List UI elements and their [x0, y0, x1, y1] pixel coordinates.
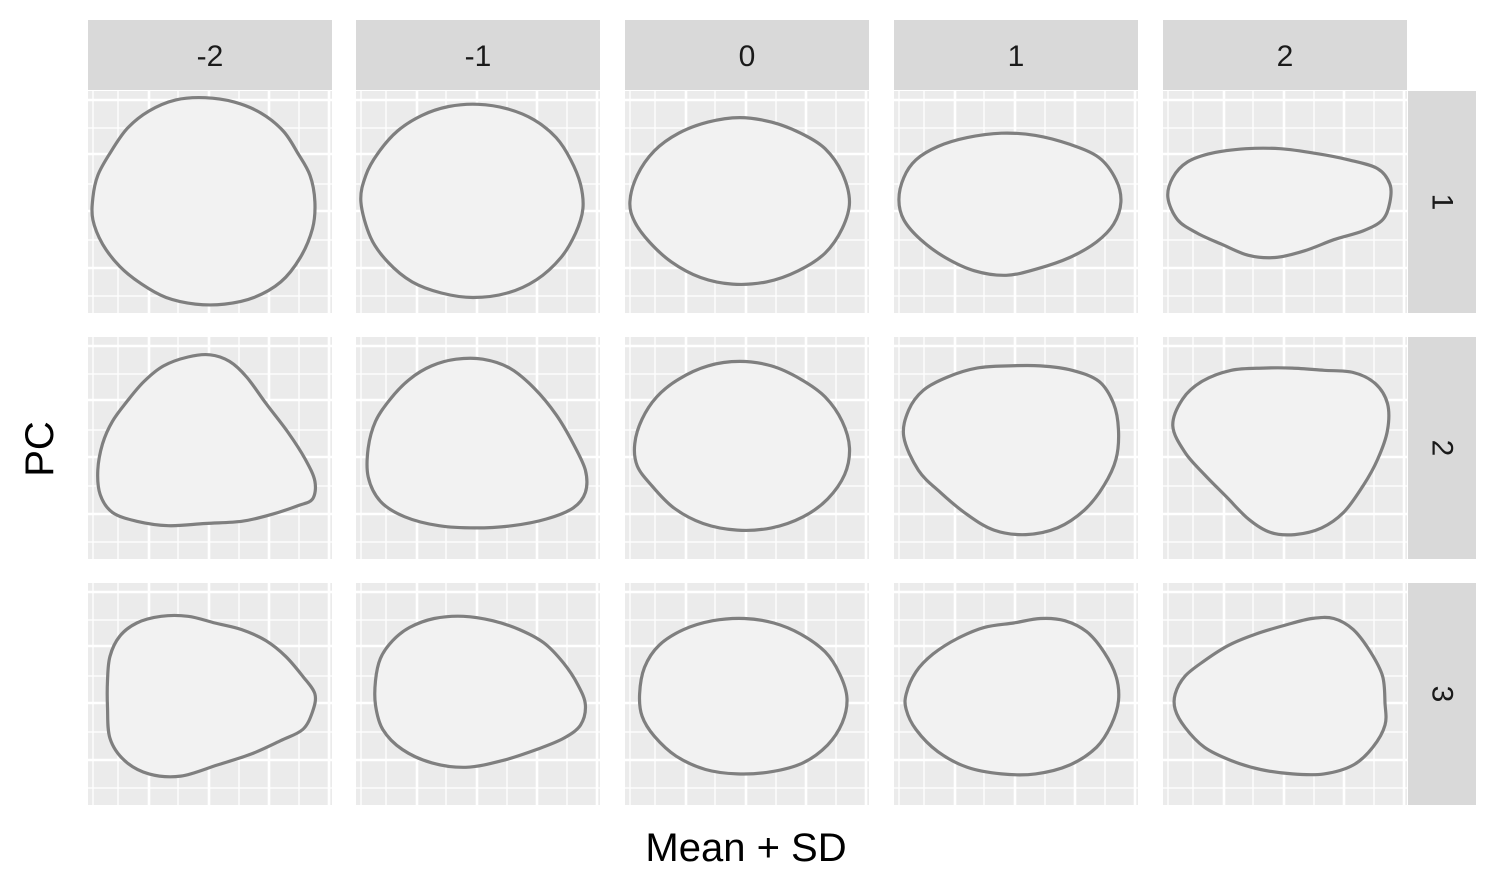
shape-outline: [96, 352, 318, 528]
col-strip-bg: [1163, 20, 1407, 90]
shape-outline: [903, 616, 1121, 777]
panel-pc2-sd2: [1163, 337, 1407, 559]
col-strip-label: -1: [465, 40, 492, 73]
row-strip-bg: [1408, 91, 1476, 313]
col-strip-bg: [88, 20, 332, 90]
row-strip-bg: [1408, 337, 1476, 559]
col-strip-bg: [356, 20, 600, 90]
panel-pc3-sd1: [894, 583, 1138, 805]
col-strip-label: 2: [1277, 40, 1294, 73]
row-strip-label: 2: [1426, 440, 1459, 457]
y-axis-title: PC: [18, 421, 62, 477]
panel-pc1-sd-2: [88, 91, 332, 313]
col-strip-label: 1: [1008, 40, 1025, 73]
panel-pc2-sd0: [625, 337, 869, 559]
x-axis-title: Mean + SD: [645, 826, 846, 870]
panel-pc3-sd-1: [356, 583, 600, 805]
shape-outline: [1166, 146, 1393, 260]
shape-outline: [901, 363, 1121, 537]
row-strip-label: 1: [1426, 194, 1459, 211]
panel-pc2-sd1: [894, 337, 1138, 559]
shape-outline: [359, 102, 585, 300]
shape-outline: [1171, 366, 1391, 537]
shape-outline: [632, 359, 852, 533]
col-strip-label: 0: [739, 40, 756, 73]
row-strip-bg: [1408, 583, 1476, 805]
shape-outline: [373, 614, 588, 769]
shape-outline: [90, 95, 317, 307]
panel-pc3-sd2: [1163, 583, 1407, 805]
shape-outline: [1172, 615, 1388, 777]
panel-pc3-sd-2: [88, 583, 332, 805]
col-strip-bg: [894, 20, 1138, 90]
shape-outline: [637, 616, 849, 776]
row-strip-label: 3: [1426, 686, 1459, 703]
panel-pc2-sd-1: [356, 337, 600, 559]
shape-outline: [365, 356, 589, 530]
shape-outline: [105, 613, 318, 779]
panel-pc3-sd0: [625, 583, 869, 805]
col-strip-bg: [625, 20, 869, 90]
col-strip-label: -2: [197, 40, 224, 73]
shape-outline: [628, 116, 852, 287]
shape-outline: [897, 131, 1123, 277]
panel-pc1-sd2: [1163, 91, 1407, 313]
panel-pc2-sd-2: [88, 337, 332, 559]
panel-pc1-sd-1: [356, 91, 600, 313]
panel-pc1-sd0: [625, 91, 869, 313]
panel-pc1-sd1: [894, 91, 1138, 313]
